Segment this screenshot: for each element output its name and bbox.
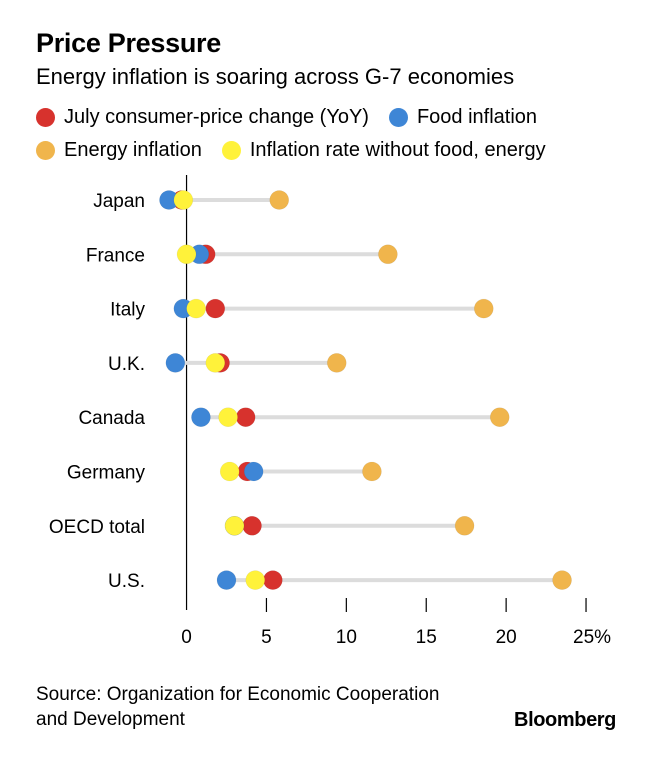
category-label-u-s: U.S. (108, 571, 145, 592)
legend-label-energy: Energy inflation (64, 139, 202, 161)
dot-energy-italy (473, 298, 494, 319)
dot-headline-u-s (263, 570, 283, 590)
legend-label-core: Inflation rate without food, energy (249, 139, 546, 161)
x-tick-label-10: 10 (336, 627, 357, 648)
legend-item-food: Food inflation (388, 106, 538, 129)
legend-item-core: Inflation rate without food, energy (221, 139, 546, 162)
dot-energy-japan (269, 190, 290, 210)
legend-item-headline: July consumer-price change (YoY) (36, 106, 369, 129)
category-label-italy: Italy (110, 300, 145, 321)
dot-energy-canada (489, 407, 510, 428)
legend-label-headline: July consumer-price change (YoY) (64, 106, 369, 128)
dot-food-u-s (216, 570, 237, 590)
dot-headline-oecd-total (242, 515, 262, 536)
x-tick-label-20: 20 (496, 627, 517, 648)
x-tick-label-25: 25% (573, 627, 611, 648)
dot-core-u-s (245, 570, 266, 590)
chart-subtitle: Energy inflation is soaring across G-7 e… (36, 64, 515, 89)
dot-core-japan (173, 190, 194, 210)
dot-food-u-k (165, 353, 186, 373)
category-label-germany: Germany (67, 463, 146, 484)
category-label-u-k: U.K. (108, 354, 145, 375)
dot-core-france (176, 244, 197, 265)
chart-title: Price Pressure (36, 28, 221, 58)
dot-energy-u-k (326, 353, 347, 373)
legend-dot-core (221, 141, 241, 160)
category-label-canada: Canada (78, 408, 145, 429)
legend-label-food: Food inflation (416, 106, 538, 128)
x-tick-label-0: 0 (181, 627, 192, 648)
legend-dot-food (388, 108, 408, 127)
dot-core-germany (219, 461, 240, 482)
source-note: Source: Organization for Economic Cooper… (36, 684, 440, 730)
legend-row-1: July consumer-price change (YoY) Food in… (36, 106, 557, 129)
bloomberg-logo: Bloomberg (514, 709, 616, 731)
dot-energy-u-s (552, 570, 572, 590)
dot-core-oecd-total (224, 515, 245, 536)
x-tick-label-15: 15 (416, 627, 437, 648)
x-tick-label-5: 5 (261, 627, 272, 648)
legend-item-energy: Energy inflation (36, 139, 202, 162)
dot-core-canada (218, 407, 238, 428)
dot-energy-france (378, 244, 398, 265)
legend-row-2: Energy inflation Inflation rate without … (36, 139, 566, 162)
category-label-france: France (86, 245, 145, 266)
dot-core-u-k (205, 353, 226, 373)
legend-dot-headline (36, 108, 55, 127)
dot-headline-canada (235, 407, 256, 428)
dot-food-germany (243, 461, 264, 482)
dot-food-canada (191, 407, 211, 428)
dot-energy-germany (362, 461, 382, 482)
legend-dot-energy (36, 141, 55, 160)
dot-headline-italy (205, 298, 226, 319)
category-label-japan: Japan (93, 191, 145, 212)
dot-energy-oecd-total (454, 515, 475, 536)
dot-core-italy (186, 298, 206, 319)
category-label-oecd-total: OECD total (49, 517, 145, 538)
